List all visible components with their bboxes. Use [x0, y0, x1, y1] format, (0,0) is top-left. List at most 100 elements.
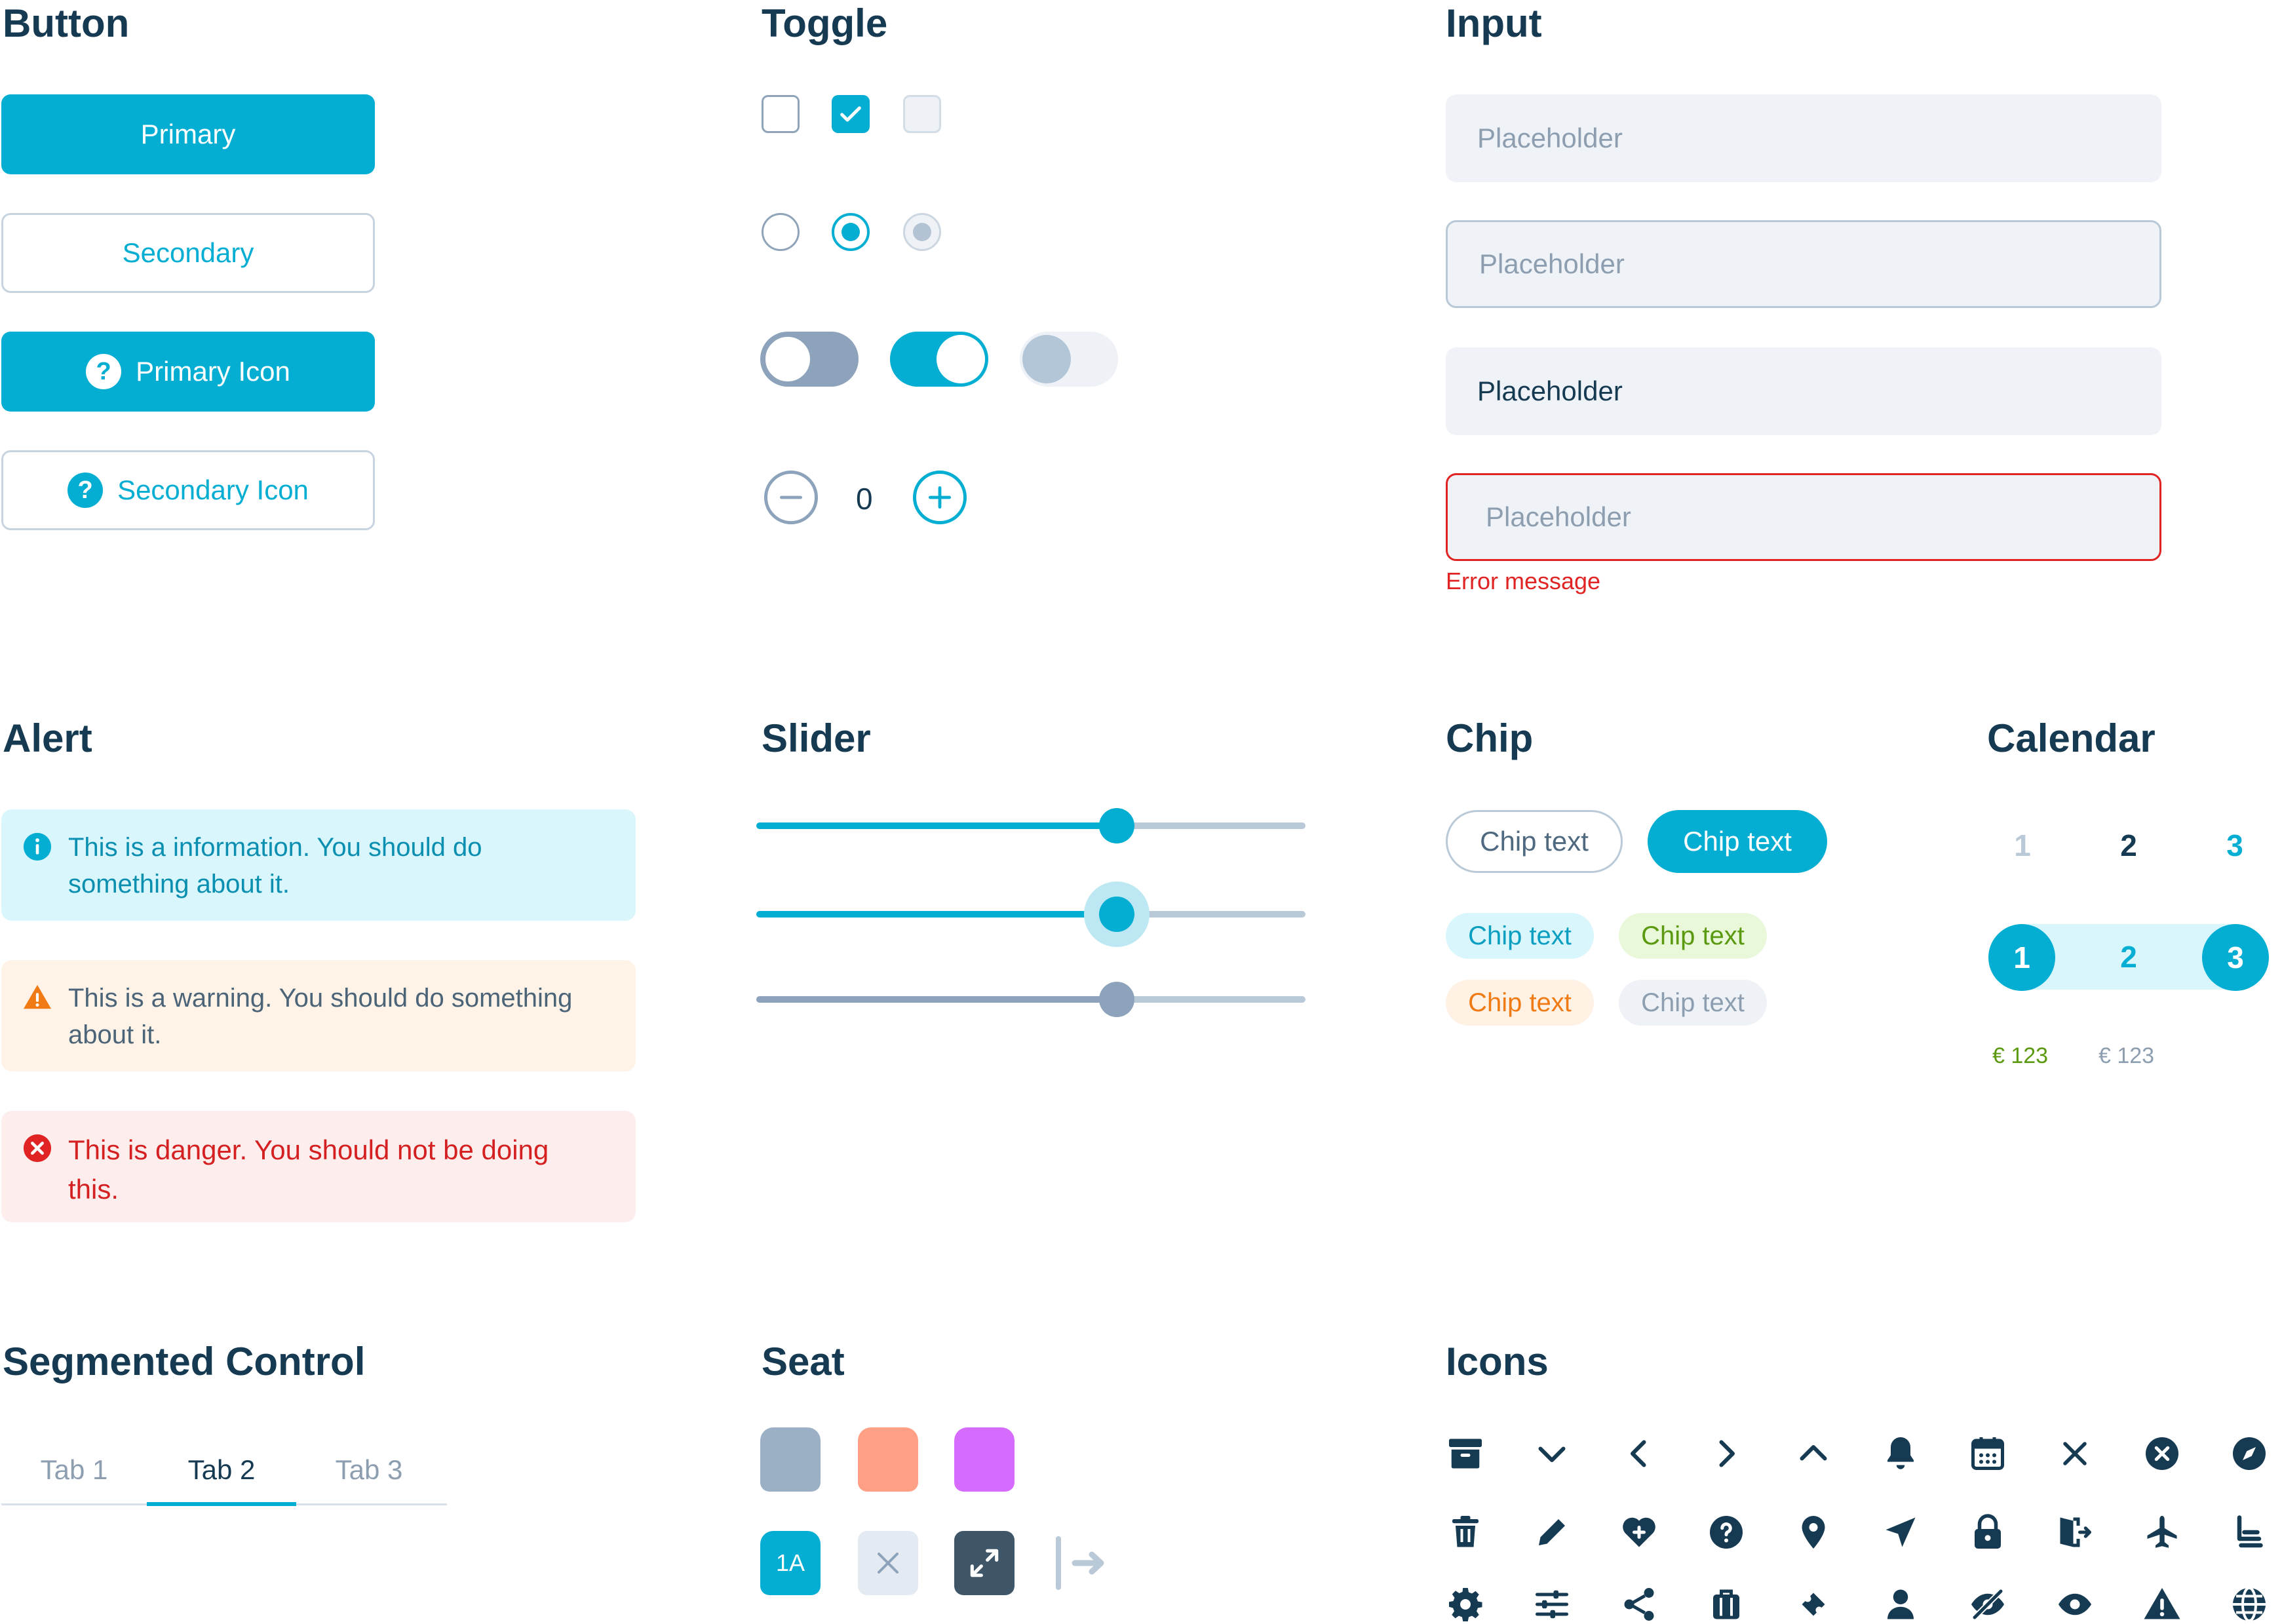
seat-extra-space[interactable] — [954, 1531, 1015, 1595]
alert-danger-text-line1: This is danger. You should not be doing — [68, 1134, 549, 1165]
chip-filled[interactable]: Chip text — [1648, 810, 1827, 873]
calendar-day-today[interactable]: 3 — [2226, 828, 2243, 862]
luggage-icon — [1707, 1585, 1746, 1624]
section-title-calendar: Calendar — [1987, 716, 2156, 760]
tab-active-indicator — [147, 1502, 296, 1506]
seat-unavailable — [858, 1531, 918, 1595]
section-title-button: Button — [3, 1, 130, 45]
help-circle-icon — [1707, 1513, 1746, 1552]
bell-icon — [1881, 1434, 1920, 1473]
calendar-range-band — [2022, 924, 2235, 990]
chip-success[interactable]: Chip text — [1619, 913, 1767, 959]
minus-icon — [779, 495, 803, 499]
close-circle-icon — [2142, 1434, 2182, 1473]
checkbox-checked[interactable] — [832, 95, 870, 133]
close-icon — [2055, 1434, 2095, 1473]
text-input-focused[interactable]: Placeholder — [1446, 220, 2161, 308]
chip-neutral[interactable]: Chip text — [1619, 980, 1767, 1026]
primary-icon-button-label: Primary Icon — [136, 356, 290, 387]
stepper-decrement-button[interactable] — [764, 471, 818, 524]
radio-unselected[interactable] — [762, 213, 800, 251]
user-icon — [1881, 1585, 1920, 1624]
switch-on[interactable] — [890, 332, 988, 387]
seat-label: 1A — [775, 1549, 805, 1576]
calendar-day[interactable]: 2 — [2120, 828, 2137, 862]
section-title-input: Input — [1446, 1, 1542, 45]
alert-info: This is a information. You should do som… — [1, 809, 636, 921]
radio-disabled — [903, 213, 941, 251]
slider-thumb[interactable] — [1099, 897, 1134, 932]
globe-icon — [2230, 1585, 2269, 1624]
text-input-error[interactable]: Placeholder — [1446, 473, 2161, 561]
heart-plus-icon — [1619, 1513, 1659, 1552]
seat-extra-legroom[interactable] — [858, 1427, 918, 1492]
text-input-filled[interactable]: Placeholder — [1446, 347, 2161, 435]
calendar-range-end[interactable]: 3 — [2202, 924, 2269, 991]
archive-icon — [1446, 1434, 1485, 1473]
slider-disabled — [756, 980, 1305, 1019]
slider-active[interactable] — [756, 878, 1305, 950]
info-icon — [23, 832, 52, 861]
chip-label: Chip text — [1641, 988, 1745, 1017]
secondary-icon-button-label: Secondary Icon — [117, 474, 309, 505]
seat-icon — [2230, 1513, 2269, 1552]
section-title-icons: Icons — [1446, 1340, 1549, 1383]
slider-thumb[interactable] — [1099, 808, 1134, 843]
tab-2[interactable]: Tab 2 — [187, 1454, 256, 1485]
input-placeholder: Placeholder — [1477, 123, 1623, 153]
close-circle-icon — [23, 1134, 52, 1163]
sliders-icon — [1532, 1585, 1572, 1624]
eye-off-icon — [1968, 1585, 2007, 1624]
alert-danger: This is danger. You should not be doing … — [1, 1111, 636, 1222]
input-placeholder: Placeholder — [1486, 501, 1631, 532]
secondary-button[interactable]: Secondary — [1, 213, 375, 293]
slider-thumb — [1099, 982, 1134, 1017]
text-input-default[interactable]: Placeholder — [1446, 94, 2161, 182]
radio-selected[interactable] — [832, 213, 870, 251]
segmented-control: Tab 1 Tab 2 Tab 3 — [1, 1440, 447, 1506]
primary-button[interactable]: Primary — [1, 94, 375, 174]
chevron-up-icon — [1794, 1434, 1833, 1473]
compass-icon — [2230, 1434, 2269, 1473]
calendar-range-middle[interactable]: 2 — [2120, 940, 2137, 974]
seat-premium[interactable] — [954, 1427, 1015, 1492]
seat-available[interactable] — [760, 1427, 821, 1492]
calendar-day-disabled: 1 — [2014, 828, 2031, 862]
checkbox-unchecked[interactable] — [762, 95, 800, 133]
stepper-increment-button[interactable] — [913, 471, 967, 524]
calendar-icon — [1968, 1434, 2007, 1473]
lock-icon — [1968, 1513, 2007, 1552]
calendar-range-start[interactable]: 1 — [1988, 924, 2055, 991]
section-title-chip: Chip — [1446, 716, 1534, 760]
chip-info[interactable]: Chip text — [1446, 913, 1594, 959]
help-icon: ? — [68, 473, 104, 508]
section-title-alert: Alert — [3, 716, 92, 760]
exit-row-icon — [1054, 1536, 1106, 1590]
alert-warning-text-line2: about it. — [68, 1020, 162, 1049]
chevron-right-icon — [1707, 1434, 1746, 1473]
calendar-price: € 123 — [2098, 1043, 2155, 1068]
input-placeholder: Placeholder — [1479, 248, 1625, 279]
section-title-slider: Slider — [762, 716, 871, 760]
help-icon: ? — [86, 354, 122, 389]
primary-icon-button[interactable]: ? Primary Icon — [1, 332, 375, 412]
switch-off[interactable] — [760, 332, 859, 387]
chip-label: Chip text — [1641, 921, 1745, 950]
chip-label: Chip text — [1468, 988, 1572, 1017]
chip-warning[interactable]: Chip text — [1446, 980, 1594, 1026]
chip-outline[interactable]: Chip text — [1446, 810, 1623, 873]
gear-icon — [1446, 1585, 1485, 1624]
alert-info-text-line1: This is a information. You should do — [68, 833, 482, 862]
pencil-icon — [1532, 1513, 1572, 1552]
chip-label: Chip text — [1480, 826, 1589, 857]
tab-3[interactable]: Tab 3 — [335, 1454, 403, 1485]
trash-icon — [1446, 1513, 1485, 1552]
slider-default[interactable] — [756, 806, 1305, 845]
checkbox-disabled — [903, 95, 941, 133]
secondary-icon-button[interactable]: ? Secondary Icon — [1, 450, 375, 530]
seat-selected[interactable]: 1A — [760, 1531, 821, 1595]
close-icon — [878, 1553, 899, 1574]
stepper-value: 0 — [856, 482, 873, 516]
calendar-price-low: € 123 — [1992, 1043, 2049, 1068]
tab-1[interactable]: Tab 1 — [40, 1454, 108, 1485]
